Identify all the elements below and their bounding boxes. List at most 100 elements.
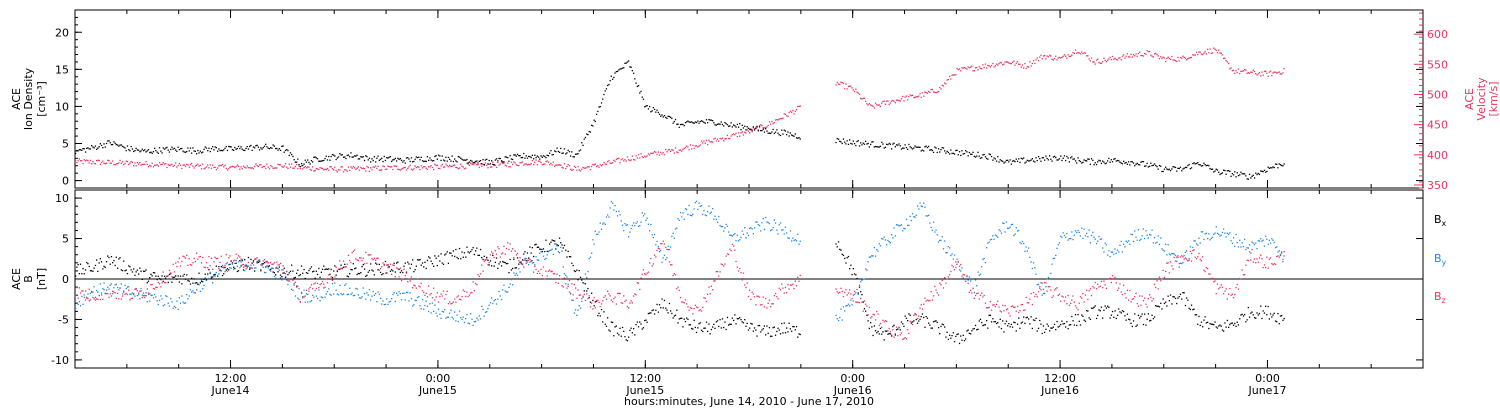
bz-series-point: [1041, 282, 1043, 284]
bz-series-point: [588, 295, 590, 297]
bx-series-point: [531, 247, 533, 249]
by-series-point: [334, 282, 336, 284]
bx-series-point: [1194, 314, 1196, 316]
velocity-series-point: [121, 161, 124, 163]
by-series-point: [1235, 233, 1237, 236]
top-left-axis-title-line3: [cm⁻³]: [35, 81, 48, 117]
bx-series-point: [1179, 293, 1182, 295]
velocity-series-point: [620, 159, 622, 161]
density-series-point: [118, 145, 120, 147]
bx-series-point: [141, 278, 143, 280]
bx-series-point: [878, 333, 880, 335]
by-series-point: [889, 242, 891, 244]
by-series-point: [571, 299, 573, 301]
velocity-series-point: [583, 167, 585, 169]
bz-series-point: [1055, 288, 1057, 290]
by-series-point: [207, 274, 209, 276]
by-series-point: [167, 302, 169, 304]
bz-series-point: [1146, 306, 1148, 308]
bx-series-point: [458, 247, 461, 250]
by-series-point: [866, 269, 868, 271]
density-series-point: [879, 145, 882, 147]
bx-series-point: [776, 330, 778, 333]
density-series-point: [1074, 160, 1077, 162]
by-series-point: [1015, 227, 1017, 229]
bz-series-point: [649, 262, 651, 264]
bz-series-point: [107, 286, 109, 288]
density-series-point: [1226, 170, 1228, 172]
bx-series-point: [107, 255, 109, 257]
bz-series-point: [1226, 298, 1228, 300]
bx-series-point: [1029, 323, 1031, 325]
density-series-point: [173, 147, 176, 149]
density-series-point: [373, 156, 375, 158]
density-series-point: [1208, 165, 1210, 167]
velocity-series-point: [224, 164, 226, 166]
bx-series-point: [440, 253, 442, 255]
bx-series-point: [94, 264, 97, 267]
bz-series-point: [118, 298, 120, 300]
by-series-point: [1031, 267, 1033, 270]
bx-series-point: [260, 270, 262, 272]
bz-series-point: [325, 278, 327, 280]
velocity-series-point: [1257, 73, 1259, 75]
velocity-series-point: [294, 165, 296, 168]
bz-series: [75, 240, 1285, 340]
by-series-point: [387, 303, 389, 305]
bx-series-point: [781, 322, 783, 325]
velocity-series-point: [610, 162, 612, 164]
bz-series-point: [693, 308, 695, 310]
density-series-point: [178, 149, 180, 151]
velocity-series-point: [1232, 69, 1235, 71]
by-series-point: [1152, 242, 1154, 244]
bx-series-point: [1113, 316, 1115, 318]
velocity-series-point: [221, 163, 224, 166]
by-series-point: [556, 245, 558, 247]
density-series-point: [724, 121, 726, 124]
velocity-series-point: [676, 151, 678, 153]
by-series-point: [886, 243, 888, 246]
bx-series-point: [598, 312, 600, 314]
density-series-point: [1157, 168, 1159, 170]
by-series-point: [642, 215, 645, 217]
by-series-point: [94, 296, 97, 298]
velocity-series-point: [729, 137, 731, 140]
bz-series-point: [1168, 272, 1170, 274]
bx-series-point: [672, 317, 674, 319]
velocity-series-point: [334, 166, 336, 168]
by-series-point: [873, 246, 875, 249]
bx-series-point: [183, 273, 185, 276]
bx-series-point: [256, 261, 258, 263]
bz-series-point: [1161, 278, 1163, 280]
bx-series-point: [245, 265, 247, 267]
velocity-series-point: [1107, 59, 1109, 61]
bz-series-point: [625, 299, 627, 301]
velocity-series-point: [781, 118, 783, 120]
velocity-series-point: [929, 91, 931, 93]
density-series-point: [744, 125, 746, 127]
bz-series-point: [302, 297, 304, 299]
bx-series-point: [899, 329, 901, 331]
bx-series-point: [639, 321, 641, 323]
velocity-series-point: [281, 165, 283, 168]
velocity-series-point: [725, 138, 727, 140]
velocity-series-point: [667, 149, 669, 151]
bottom-left-tick-label-2: 0: [62, 273, 69, 286]
density-series-point: [271, 147, 273, 149]
density-series-point: [318, 160, 320, 162]
velocity-series-point: [187, 164, 189, 166]
by-series-point: [1129, 243, 1131, 245]
bz-series-point: [672, 274, 674, 277]
bz-series-point: [1108, 278, 1110, 280]
density-series-point: [1036, 159, 1038, 162]
velocity-series-point: [844, 88, 846, 90]
bz-series-point: [245, 268, 247, 270]
velocity-series-point: [556, 164, 558, 166]
top-right-tick-label-3: 500: [1427, 88, 1448, 101]
bz-series-point: [376, 257, 378, 259]
by-series-point: [1248, 244, 1251, 246]
by-series-point: [134, 295, 136, 297]
density-series-point: [531, 154, 533, 156]
density-series-point: [107, 140, 109, 142]
velocity-series-point: [957, 68, 959, 71]
